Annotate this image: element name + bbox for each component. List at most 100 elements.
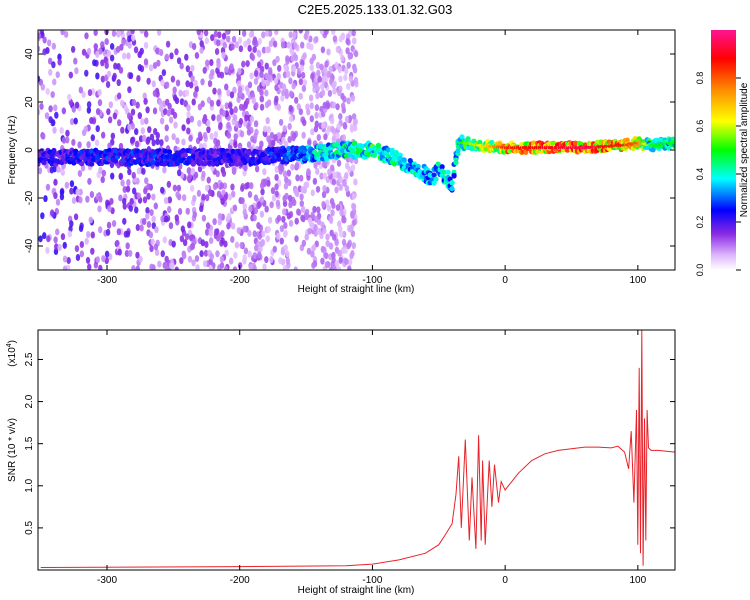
spectrogram-cell <box>346 242 351 250</box>
spectrogram-cell <box>174 48 179 56</box>
spectrogram-cell <box>226 212 232 220</box>
spectrogram-cell <box>274 174 279 182</box>
spectrogram-cell <box>103 56 108 64</box>
spectrogram-cell <box>180 225 186 233</box>
spectrogram-cell <box>320 89 326 97</box>
spectrogram-cell <box>322 184 327 192</box>
spectrogram-cell <box>84 69 89 77</box>
spectrogram-y-tick-label: -40 <box>24 238 35 253</box>
spectrogram-cell <box>271 194 277 202</box>
spectrogram-cell <box>86 47 92 55</box>
spectrogram-cell <box>233 251 238 259</box>
spectrogram-cell <box>149 209 154 217</box>
spectrogram-cell <box>228 102 233 110</box>
spectrogram-cell <box>221 32 227 40</box>
spectrogram-cell <box>243 247 249 255</box>
spectrogram-cell <box>324 252 329 260</box>
spectrogram-cell <box>93 30 98 36</box>
spectrogram-cell <box>166 109 171 117</box>
spectrogram-cell <box>264 89 269 97</box>
spectrogram-cell <box>271 139 276 147</box>
spectrogram-cell <box>167 196 173 204</box>
spectrogram-cell <box>104 250 110 258</box>
figure-title: C2E5.2025.133.01.32.G03 <box>298 2 453 17</box>
spectrogram-cell <box>191 98 196 106</box>
spectrogram-cell <box>69 118 75 126</box>
spectrogram-cell <box>50 91 55 99</box>
spectrogram-cell <box>253 69 259 77</box>
spectrogram-cell <box>107 142 112 150</box>
spectrogram-cell <box>215 234 221 242</box>
snr-panel: -300 -200 -100 0 100 0.5 1.0 1.5 2.0 2.5 Height … <box>6 329 676 596</box>
spectrogram-cell <box>247 250 252 258</box>
spectrogram-cell <box>353 76 359 84</box>
spectrogram-cell <box>146 221 152 229</box>
spectrogram-cell <box>152 89 158 97</box>
spectrogram-ridge-cell <box>190 161 196 167</box>
spectrogram-cell <box>229 108 234 116</box>
spectrogram-cell <box>155 138 160 146</box>
spectrogram-cell <box>111 30 117 37</box>
spectrogram-cell <box>164 98 170 106</box>
spectrogram-cell <box>262 168 267 176</box>
spectrogram-cell <box>204 194 210 202</box>
spectrogram-cell <box>143 97 148 105</box>
spectrogram-cell <box>216 39 221 47</box>
spectrogram-cell <box>230 183 235 191</box>
spectrogram-cell <box>101 255 106 263</box>
spectrogram-cell <box>287 136 292 144</box>
spectrogram-cell <box>136 192 142 200</box>
spectrogram-cell <box>140 118 145 126</box>
spectrogram-cell <box>264 62 269 70</box>
spectrogram-cell <box>296 103 301 111</box>
spectrogram-cell <box>144 30 149 38</box>
spectrogram-cell <box>182 252 187 260</box>
spectrogram-cell <box>143 58 149 66</box>
spectrogram-cell <box>242 203 247 211</box>
spectrogram-cell <box>139 30 144 34</box>
colorbar-ticks: 0.0 0.2 0.4 0.6 0.8 <box>695 72 741 276</box>
spectrogram-cell <box>189 81 194 89</box>
spectrogram-cell <box>139 47 144 55</box>
spectrogram-cell <box>109 197 114 205</box>
spectrogram-cell <box>95 72 100 80</box>
spectrogram-cell <box>352 66 358 74</box>
spectrogram-cell <box>251 96 257 104</box>
spectrogram-cell <box>236 227 241 235</box>
spectrogram-cell <box>106 221 112 229</box>
spectrogram-cell <box>209 59 214 67</box>
spectrogram-x-tick-label: -300 <box>97 275 117 286</box>
spectrogram-cell <box>285 55 290 63</box>
spectrogram-cell <box>320 257 325 265</box>
spectrogram-cell <box>201 214 207 222</box>
spectrogram-cell <box>79 240 85 248</box>
spectrogram-cell <box>276 232 281 240</box>
spectrogram-cell <box>194 255 200 263</box>
spectrogram-cell <box>172 184 178 192</box>
spectrogram-cell <box>111 220 117 228</box>
spectrogram-cell <box>310 250 315 258</box>
spectrogram-cell <box>294 162 300 170</box>
spectrogram-cell <box>131 265 136 270</box>
spectrogram-cell <box>97 99 103 107</box>
spectrogram-cell <box>159 139 164 147</box>
spectrogram-cell <box>153 202 159 210</box>
spectrogram-cell <box>160 186 165 194</box>
spectrogram-ridge-cell <box>351 140 358 147</box>
spectrogram-cell <box>110 132 116 140</box>
spectrogram-cell <box>106 70 112 78</box>
spectrogram-ridge-cell <box>113 158 119 164</box>
spectrogram-cell <box>134 128 139 136</box>
spectrogram-cell <box>304 233 309 241</box>
spectrogram-cell <box>150 238 155 246</box>
spectrogram-ridge-cell <box>214 160 220 166</box>
spectrogram-cell <box>97 205 102 213</box>
spectrogram-cell <box>313 161 318 169</box>
spectrogram-ridge-cell <box>455 148 461 154</box>
spectrogram-cell <box>95 50 100 58</box>
spectrogram-cell <box>310 128 315 136</box>
spectrogram-cell <box>81 91 86 99</box>
spectrogram-cell <box>261 31 266 39</box>
spectrogram-cell <box>175 191 180 199</box>
